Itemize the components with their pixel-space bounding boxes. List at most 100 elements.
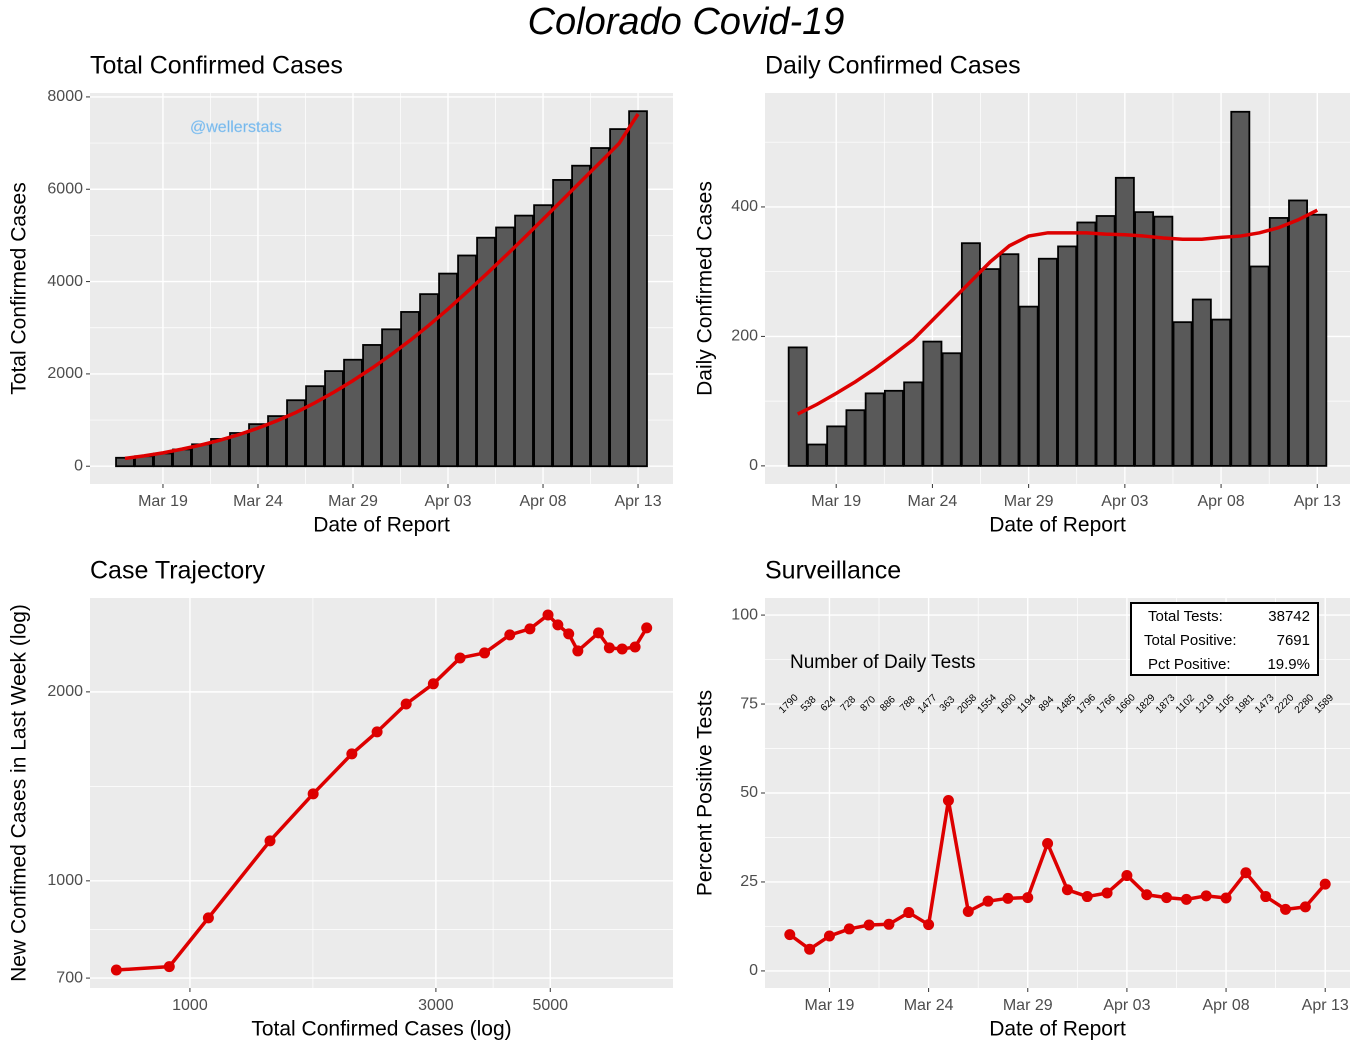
y-tick-label: 400 <box>731 198 758 215</box>
panel-title: Daily Confirmed Cases <box>765 52 1021 80</box>
panel-title: Surveillance <box>765 557 901 585</box>
bar <box>1153 215 1174 467</box>
y-tick-label: 1000 <box>47 872 83 889</box>
line <box>116 613 649 972</box>
point <box>202 912 214 924</box>
tests-title: Number of Daily Tests <box>790 652 976 673</box>
bar <box>999 253 1020 467</box>
bar <box>1307 213 1328 467</box>
x-axis-title: Date of Report <box>989 514 1126 537</box>
bar <box>552 179 572 468</box>
bar <box>787 346 808 467</box>
x-axis-title: Date of Report <box>989 1018 1126 1041</box>
bar <box>514 214 534 468</box>
panel-title: Case Trajectory <box>90 557 266 585</box>
point <box>1319 878 1331 890</box>
bar <box>1057 245 1078 467</box>
y-tick-label: 8000 <box>47 88 83 105</box>
point <box>552 619 564 631</box>
bar <box>922 340 943 467</box>
point <box>863 919 875 931</box>
x-tick-label: Mar 29 <box>1003 997 1053 1014</box>
point <box>371 726 383 738</box>
x-tick-label: Apr 13 <box>614 493 661 510</box>
bar <box>980 268 1001 467</box>
point <box>572 645 584 657</box>
bar <box>1076 221 1097 467</box>
point <box>542 609 554 621</box>
bar <box>609 128 629 468</box>
bar <box>960 242 981 467</box>
point <box>1042 838 1054 850</box>
y-axis-title: Total Confirmed Cases <box>8 182 31 394</box>
y-tick-label: 4000 <box>47 273 83 290</box>
point <box>1121 870 1133 882</box>
point <box>903 907 915 919</box>
point <box>641 622 653 634</box>
bar <box>419 293 439 468</box>
y-tick-label: 25 <box>740 873 758 890</box>
watermark: @wellerstats <box>190 119 282 136</box>
bar <box>495 226 515 468</box>
x-tick-label: Apr 08 <box>1197 493 1244 510</box>
stats-value: 38742 <box>1268 608 1310 625</box>
point <box>563 628 575 640</box>
y-tick-label: 100 <box>731 606 758 623</box>
bar <box>845 409 866 467</box>
bar <box>1172 321 1193 467</box>
y-tick-label: 0 <box>749 962 758 979</box>
x-tick-label: Mar 19 <box>811 493 861 510</box>
bar <box>1191 298 1212 467</box>
x-tick-label: Mar 24 <box>904 997 954 1014</box>
bar <box>381 328 401 468</box>
bar <box>628 110 648 468</box>
point <box>1280 903 1292 915</box>
x-tick-label: 1000 <box>172 997 208 1014</box>
y-tick-label: 75 <box>740 695 758 712</box>
bar <box>1288 199 1308 467</box>
x-tick-label: Apr 03 <box>424 493 471 510</box>
point <box>1061 884 1073 896</box>
y-axis-title: New Confimed Cases in Last Week (log) <box>8 604 31 982</box>
bar <box>1134 211 1155 467</box>
point <box>923 919 935 931</box>
x-tick-label: 3000 <box>418 997 454 1014</box>
point <box>427 678 439 690</box>
point <box>804 943 816 955</box>
point <box>1180 893 1192 905</box>
y-tick-label: 0 <box>749 457 758 474</box>
stats-label: Total Positive: <box>1144 632 1237 649</box>
bar <box>1114 176 1135 467</box>
bar <box>864 392 885 467</box>
point <box>163 961 175 973</box>
x-axis-title: Date of Report <box>313 514 450 537</box>
stats-label: Pct Positive: <box>1148 656 1231 673</box>
x-tick-label: Mar 29 <box>1004 493 1054 510</box>
y-tick-label: 6000 <box>47 180 83 197</box>
x-tick-label: Mar 24 <box>908 493 958 510</box>
x-axis-title: Total Confirmed Cases (log) <box>251 1018 511 1041</box>
bar <box>362 344 382 468</box>
point <box>1161 892 1173 904</box>
y-tick-label: 700 <box>56 969 83 986</box>
point <box>1220 892 1232 904</box>
bar <box>590 147 610 468</box>
point <box>603 642 615 654</box>
trend-line <box>796 208 1319 416</box>
stats-value: 7691 <box>1277 632 1310 649</box>
bar <box>438 272 458 468</box>
line <box>788 798 1327 951</box>
y-tick-label: 2000 <box>47 365 83 382</box>
point <box>942 794 954 806</box>
bar <box>571 164 591 468</box>
bar <box>248 423 268 468</box>
x-tick-label: Mar 19 <box>138 493 188 510</box>
x-tick-label: Apr 03 <box>1101 493 1148 510</box>
point <box>1299 901 1311 913</box>
bar <box>533 204 553 468</box>
figure-title: Colorado Covid-19 <box>528 1 845 43</box>
x-tick-label: Mar 29 <box>328 493 378 510</box>
y-axis-title: Percent Positive Tests <box>694 690 717 896</box>
y-axis-title: Daily Confirmed Cases <box>694 181 717 396</box>
stats-label: Total Tests: <box>1148 608 1223 625</box>
